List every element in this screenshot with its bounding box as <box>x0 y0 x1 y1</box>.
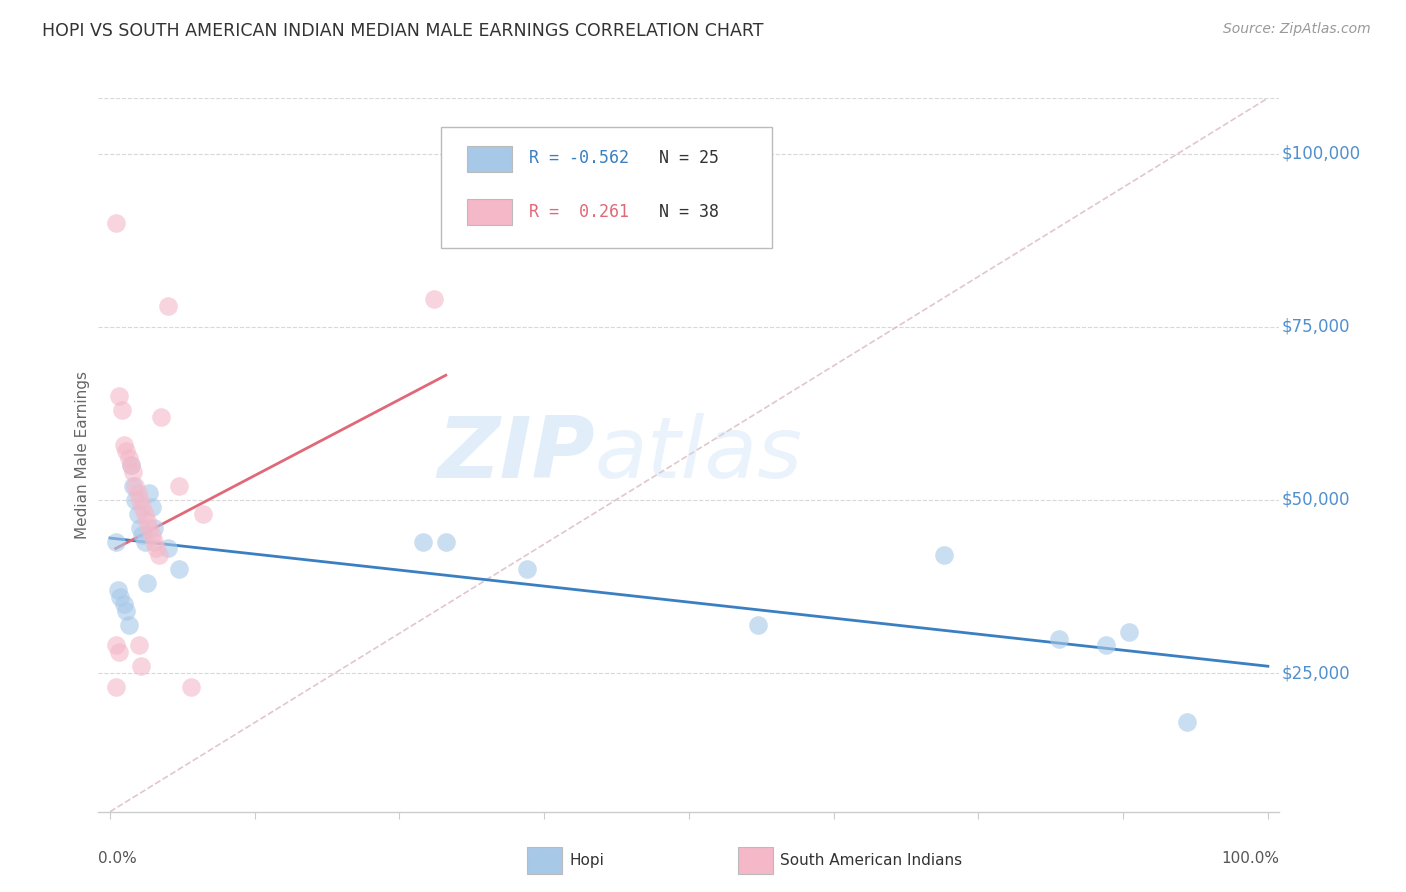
Point <box>136 514 159 528</box>
Point <box>156 299 179 313</box>
Point <box>149 409 172 424</box>
Point <box>434 534 457 549</box>
Point <box>138 521 160 535</box>
Point <box>1049 632 1071 646</box>
Y-axis label: Median Male Earnings: Median Male Earnings <box>75 371 90 539</box>
Point <box>412 534 434 549</box>
Text: R = -0.562: R = -0.562 <box>530 149 630 167</box>
Point <box>110 403 132 417</box>
Text: 0.0%: 0.0% <box>98 851 138 866</box>
Text: N = 38: N = 38 <box>659 202 720 220</box>
Text: HOPI VS SOUTH AMERICAN INDIAN MEDIAN MALE EARNINGS CORRELATION CHART: HOPI VS SOUTH AMERICAN INDIAN MEDIAN MAL… <box>42 22 763 40</box>
Point <box>423 292 446 306</box>
Point <box>104 680 127 694</box>
Text: 100.0%: 100.0% <box>1222 851 1279 866</box>
Text: Hopi: Hopi <box>569 854 605 868</box>
Point <box>120 458 142 473</box>
Point <box>124 479 146 493</box>
Text: R =  0.261: R = 0.261 <box>530 202 630 220</box>
Point <box>122 479 145 493</box>
Point <box>122 465 145 479</box>
Point <box>127 486 149 500</box>
Text: atlas: atlas <box>595 413 803 497</box>
Point <box>1175 714 1198 729</box>
Point <box>129 521 152 535</box>
Point <box>107 582 129 597</box>
Point <box>136 576 159 591</box>
Text: $25,000: $25,000 <box>1282 665 1350 682</box>
Point <box>124 492 146 507</box>
Point <box>117 451 139 466</box>
Point <box>141 527 163 541</box>
Point <box>104 216 127 230</box>
Point <box>115 604 138 618</box>
Text: $100,000: $100,000 <box>1282 145 1361 162</box>
Point <box>148 549 170 563</box>
Point <box>129 492 152 507</box>
Text: Source: ZipAtlas.com: Source: ZipAtlas.com <box>1223 22 1371 37</box>
Point <box>143 534 166 549</box>
Point <box>131 500 153 514</box>
FancyBboxPatch shape <box>467 146 512 171</box>
Point <box>932 549 955 563</box>
Point <box>145 541 167 556</box>
Point <box>143 521 166 535</box>
Point <box>138 486 160 500</box>
Point <box>112 597 135 611</box>
Text: $50,000: $50,000 <box>1282 491 1350 509</box>
Point <box>110 590 132 604</box>
Point <box>1118 624 1140 639</box>
Text: $75,000: $75,000 <box>1282 318 1350 335</box>
Point <box>156 541 179 556</box>
FancyBboxPatch shape <box>467 200 512 225</box>
Point <box>169 479 191 493</box>
Point <box>128 639 150 653</box>
Point <box>134 507 156 521</box>
Point <box>169 562 191 576</box>
Point <box>108 645 131 659</box>
Point <box>112 437 135 451</box>
Point <box>131 527 153 541</box>
Point <box>120 458 142 473</box>
Point <box>104 534 127 549</box>
Point <box>1094 639 1116 653</box>
Point <box>516 562 538 576</box>
Point <box>747 617 769 632</box>
Point <box>180 680 202 694</box>
Point <box>108 389 131 403</box>
Text: South American Indians: South American Indians <box>780 854 963 868</box>
FancyBboxPatch shape <box>441 127 772 248</box>
Point <box>127 507 149 521</box>
Point <box>117 617 139 632</box>
Point <box>141 500 163 514</box>
Text: N = 25: N = 25 <box>659 149 720 167</box>
Point <box>129 659 152 673</box>
Point <box>104 639 127 653</box>
Text: ZIP: ZIP <box>437 413 595 497</box>
Point <box>134 534 156 549</box>
Point <box>191 507 214 521</box>
Point <box>115 444 138 458</box>
